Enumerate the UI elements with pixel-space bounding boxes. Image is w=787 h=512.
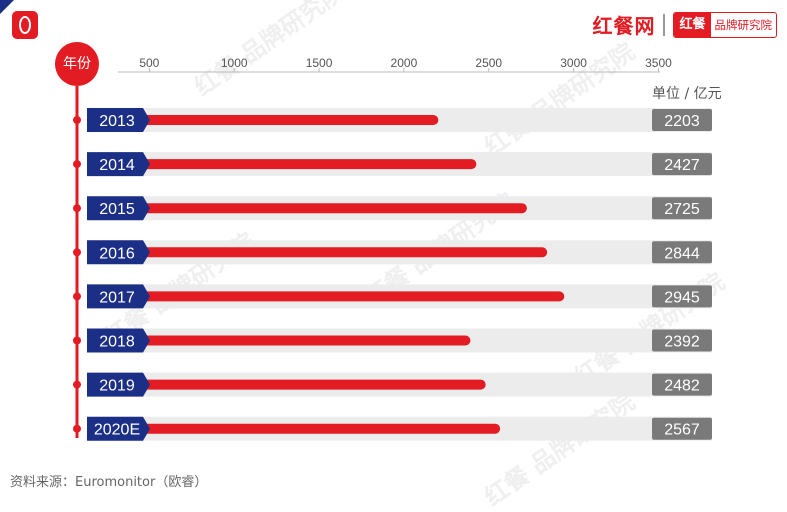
value-label: 2203 [664,113,700,130]
bar [140,423,501,434]
x-tick-label: 2000 [391,56,418,70]
value-badge [652,329,712,352]
timeline-dot [73,160,81,169]
timeline-dot [73,204,81,213]
value-label: 2427 [664,157,700,174]
x-tick-label: 1500 [306,56,333,70]
x-tick-label: 1000 [221,56,248,70]
year-label: 2015 [99,201,135,218]
axis-title: 年份 [55,42,99,86]
year-label: 2014 [99,157,135,174]
value-label: 2482 [664,378,700,395]
brand-sub: 红餐 品牌研究院 [673,11,777,38]
year-badge [87,372,150,397]
source-note: 资料来源：Euromonitor（欧睿） [10,475,208,490]
year-badge [87,196,150,221]
brand-sub-a: 红餐 [674,12,711,37]
value-label: 2725 [664,201,700,218]
timeline-dot [73,248,81,257]
year-badge [87,284,150,309]
bar [140,115,439,125]
year-badge [87,108,150,132]
x-tick-label: 500 [139,56,159,70]
year-badge [87,152,150,177]
value-label: 2945 [664,289,700,306]
timeline-dot [73,424,81,433]
year-badge [87,328,150,353]
year-badge [87,240,150,265]
year-label: 2020E [94,422,140,439]
timeline-dot [73,380,81,389]
value-label: 2392 [664,334,700,351]
value-label: 2567 [664,422,700,439]
bar [140,247,548,258]
year-label: 2016 [99,245,135,262]
unit-label: 单位 / 亿元 [652,86,722,102]
bar [140,379,486,390]
value-badge [652,373,712,396]
year-label: 2018 [99,334,135,351]
x-tick-label: 3500 [645,56,672,70]
value-badge [652,285,712,308]
value-badge [652,153,712,176]
brand-separator [663,13,666,36]
logo-icon [12,11,38,39]
timeline-dot [73,116,81,124]
brand-main: 红餐网 [592,14,656,38]
value-badge [652,109,712,131]
timeline-dot [73,292,81,301]
brand-sub-b: 品牌研究院 [714,17,773,32]
value-badge [652,197,712,220]
x-tick-label: 2500 [475,56,502,70]
value-label: 2844 [664,245,700,262]
corner-mark [0,0,14,14]
bar-chart: 500 1000 1500 2000 2500 3000 3500 2013 2203 2014 2… [73,56,712,441]
x-tick-label: 3000 [560,56,587,70]
year-label: 2017 [99,289,135,306]
year-label: 2013 [99,113,135,130]
bar [140,159,477,170]
bar [140,291,565,302]
year-badge [87,416,150,441]
bar [140,203,527,214]
brand-header: 红餐网 红餐 品牌研究院 [592,10,777,39]
year-label: 2019 [99,378,135,395]
timeline-dot [73,336,81,345]
value-badge [652,241,712,264]
bar [140,335,471,346]
value-badge [652,417,712,440]
